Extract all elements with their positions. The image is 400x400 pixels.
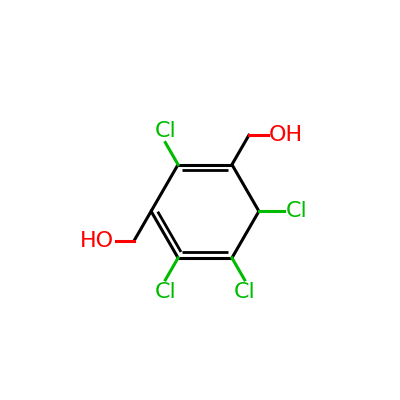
Text: Cl: Cl	[154, 121, 176, 141]
Text: Cl: Cl	[234, 282, 256, 302]
Text: Cl: Cl	[286, 201, 307, 221]
Text: HO: HO	[80, 230, 114, 250]
Text: OH: OH	[269, 125, 303, 145]
Text: Cl: Cl	[154, 282, 176, 302]
